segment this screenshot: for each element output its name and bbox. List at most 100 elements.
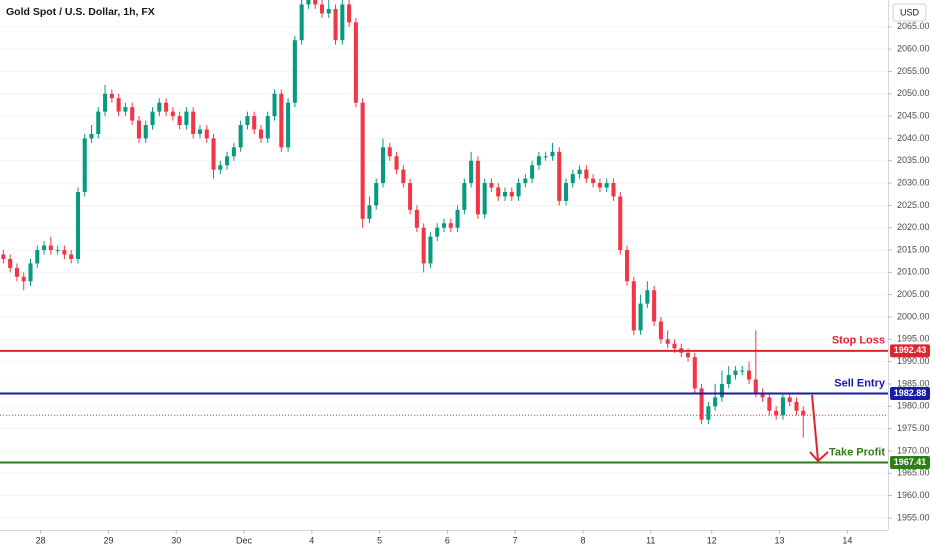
y-tick-label: 2005.00 [897,289,930,299]
candle-body [414,209,419,228]
candle-body [699,388,704,420]
candle-body [69,254,74,259]
candle-body [557,151,562,201]
candle-body [157,102,162,112]
candle-body [42,245,47,251]
candle-body [435,227,440,237]
y-tick-label: 1970.00 [897,445,930,455]
x-tick-label: 5 [377,535,382,545]
candle-body [550,151,555,157]
candle-body [225,156,230,166]
candle-body [245,116,250,126]
y-tick-label: 1975.00 [897,423,930,433]
level-name: Sell Entry [834,377,886,389]
candle-body [1,254,6,259]
currency-label[interactable]: USD [900,7,920,17]
candle-body [82,138,87,192]
currency-button[interactable] [892,3,927,22]
candle-body [455,209,460,228]
x-tick-label: 29 [103,535,113,545]
candle-body [143,125,148,139]
candle-body [448,223,453,228]
y-tick-label: 2020.00 [897,222,930,232]
candle-body [780,397,785,416]
y-tick-label: 2035.00 [897,155,930,165]
candle-body [631,281,636,331]
candle-body [109,93,114,99]
candle-body [191,111,196,134]
candle-body [204,129,209,139]
candle-body [597,183,602,188]
candle-body [767,397,772,411]
candle-body [347,4,352,23]
candle-body [685,352,691,358]
y-tick-label: 1965.00 [897,468,930,478]
candle-body [692,357,697,389]
candle-body [645,290,650,304]
candle-body [421,227,426,264]
candle-body [726,375,731,384]
candle-body [387,147,392,157]
candle-body [55,250,60,252]
candle-body [502,191,508,197]
candle-body [523,178,528,184]
candle-body [96,111,101,134]
price-tag [890,456,930,470]
candle-body [252,116,257,130]
candle-body [360,102,365,219]
candle-body [367,205,372,219]
plot [0,0,888,519]
candle-body [652,290,657,322]
candle-body [787,397,792,402]
candle-body [428,236,433,264]
candle-body [272,93,277,117]
candle-body [340,4,345,41]
candle-body [170,111,175,117]
candle-body [740,370,745,372]
candle-body [719,383,724,398]
price-tag [890,386,930,400]
x-tick-label: 6 [445,535,450,545]
y-tick-label: 1995.00 [897,334,930,344]
price-tag-label: 1992.43 [894,345,927,355]
candle-body [306,0,311,5]
x-tick-label: 11 [646,535,655,545]
y-tick-label: 2040.00 [897,133,930,143]
candle-body [604,183,609,188]
candle-body [35,250,40,264]
candle-body [441,223,447,228]
candle-body [374,183,379,206]
y-tick-label: 2055.00 [897,66,930,76]
candle-body [150,111,155,126]
candle-body [238,125,243,148]
candle-body [584,169,589,179]
y-tick-label: 1960.00 [897,490,930,500]
candle-body [638,303,643,331]
candle-body [394,156,399,170]
candle-body [672,343,677,349]
candle-body [774,410,779,416]
candle-body [509,191,514,197]
y-tick-label: 1985.00 [897,378,930,388]
candle-body [618,196,623,251]
candle-body [48,245,53,251]
x-tick-label: 28 [36,535,46,545]
candle-body [103,93,108,112]
candle-body [231,147,236,157]
candle-body [89,133,94,139]
candle-body [218,165,223,170]
candle-body [279,93,284,148]
candle-body [292,40,297,103]
x-tick-label: 7 [513,535,518,545]
candle-body [475,160,480,215]
y-tick-label: 2050.00 [897,88,930,98]
candle-body [489,183,494,188]
candle-body [570,174,575,184]
candle-body [794,401,799,411]
candle-body [177,116,182,126]
candle-body [747,370,752,380]
candle-body [286,102,291,148]
candle-body [211,138,216,170]
